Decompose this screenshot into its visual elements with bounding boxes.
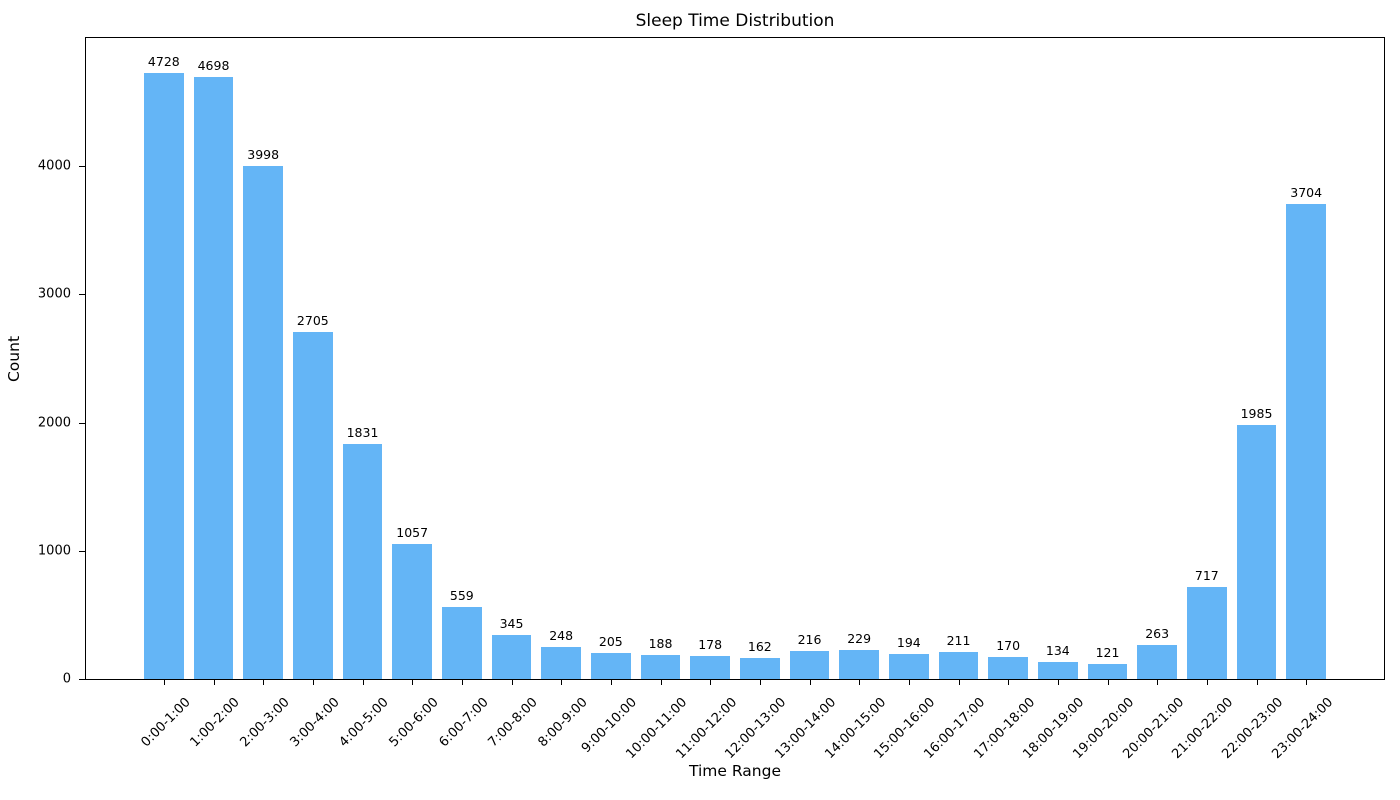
x-tick-mark [610,680,612,685]
bar-11:00-12:00 [690,656,731,679]
x-axis-title: Time Range [689,762,781,780]
bar-5:00-6:00 [392,543,433,679]
x-tick-mark [511,680,513,685]
y-tick-label: 1000 [37,543,71,559]
bar-19:00-20:00 [1087,663,1128,679]
bar-value-label: 717 [1194,568,1219,584]
x-tick-mark [461,680,463,685]
x-tick-mark [1008,680,1010,685]
x-tick-label: 5:00-6:00 [386,695,442,751]
bar-value-label: 194 [896,635,921,651]
bar-8:00-9:00 [541,647,582,679]
x-tick-mark [809,680,811,685]
bar-21:00-22:00 [1186,587,1227,679]
bar-10:00-11:00 [640,654,681,679]
x-tick-mark [1107,680,1109,685]
x-tick-mark [1206,680,1208,685]
bar-value-label: 1831 [346,425,379,441]
bar-12:00-13:00 [739,658,780,679]
bar-6:00-7:00 [441,607,482,679]
x-tick-mark [759,680,761,685]
bar-value-label: 263 [1145,626,1170,642]
bar-value-label: 205 [598,633,623,649]
bar-value-label: 2705 [296,313,329,329]
x-tick-mark [312,680,314,685]
bar-15:00-16:00 [888,654,929,679]
bar-value-label: 229 [847,630,872,646]
x-tick-label: 1:00-2:00 [187,695,244,751]
x-tick-label: 7:00-8:00 [485,695,542,751]
x-tick-mark [1057,680,1059,685]
bar-value-label: 1057 [396,524,429,540]
y-tick-label: 3000 [37,286,71,302]
y-tick-mark [79,166,85,168]
bars-layer: 4728 4698 3998 2705 1831 1057 559 345 248 205 188 1… [86,38,1384,679]
x-tick-mark [1157,680,1159,685]
y-tick-label: 2000 [37,415,71,431]
x-tick-mark [561,680,563,685]
bar-value-label: 121 [1095,644,1120,660]
bar-9:00-10:00 [590,652,631,679]
bar-13:00-14:00 [789,651,830,679]
x-tick-label: 3:00-4:00 [287,695,343,751]
x-tick-mark [412,680,414,685]
bar-3:00-4:00 [292,332,333,679]
y-axis-title: Count [5,335,23,383]
bar-20:00-21:00 [1137,645,1178,679]
bar-22:00-23:00 [1236,424,1277,679]
y-tick-mark [79,294,85,296]
bar-value-label: 178 [698,637,723,653]
x-tick-mark [660,680,662,685]
x-tick-mark [163,680,165,685]
bar-1:00-2:00 [193,76,234,679]
bar-value-label: 162 [747,639,772,655]
x-tick-label: 6:00-7:00 [436,695,492,751]
x-tick-mark [362,680,364,685]
chart-title: Sleep Time Distribution [635,11,835,31]
bar-value-label: 559 [449,588,474,604]
bar-16:00-17:00 [938,651,979,679]
x-tick-label: 0:00-1:00 [138,695,194,751]
y-tick-label: 4000 [37,158,71,174]
plot-area: 4728 4698 3998 2705 1831 1057 559 345 248 205 188 1… [85,37,1385,680]
y-tick-mark [79,422,85,424]
y-tick-mark [79,550,85,552]
x-tick-mark [958,680,960,685]
x-tick-mark [1256,680,1258,685]
bar-value-label: 211 [946,632,971,648]
bar-14:00-15:00 [839,649,880,679]
bar-value-label: 216 [797,632,822,648]
bar-7:00-8:00 [491,634,532,679]
bar-0:00-1:00 [143,72,184,679]
bar-value-label: 248 [549,628,574,644]
bar-value-label: 1985 [1240,405,1273,421]
x-tick-mark [908,680,910,685]
x-tick-mark [710,680,712,685]
bar-18:00-19:00 [1037,661,1078,679]
bar-value-label: 3704 [1290,185,1323,201]
x-tick-label: 4:00-5:00 [336,695,393,751]
x-tick-mark [263,680,265,685]
x-tick-mark [213,680,215,685]
y-tick-mark [79,679,85,680]
bar-value-label: 134 [1045,642,1070,658]
x-tick-mark [859,680,861,685]
bar-value-label: 4698 [197,57,230,73]
bar-2:00-3:00 [243,166,284,679]
y-tick-label: 0 [62,671,71,687]
bar-value-label: 4728 [147,53,180,69]
x-tick-label: 2:00-3:00 [237,695,293,751]
bar-value-label: 3998 [247,147,280,163]
bar-value-label: 345 [499,615,524,631]
bar-23:00-24:00 [1286,204,1327,679]
bar-value-label: 188 [648,635,673,651]
bar-17:00-18:00 [988,657,1029,679]
x-tick-mark [1306,680,1308,685]
bar-value-label: 170 [996,638,1021,654]
bar-4:00-5:00 [342,444,383,679]
